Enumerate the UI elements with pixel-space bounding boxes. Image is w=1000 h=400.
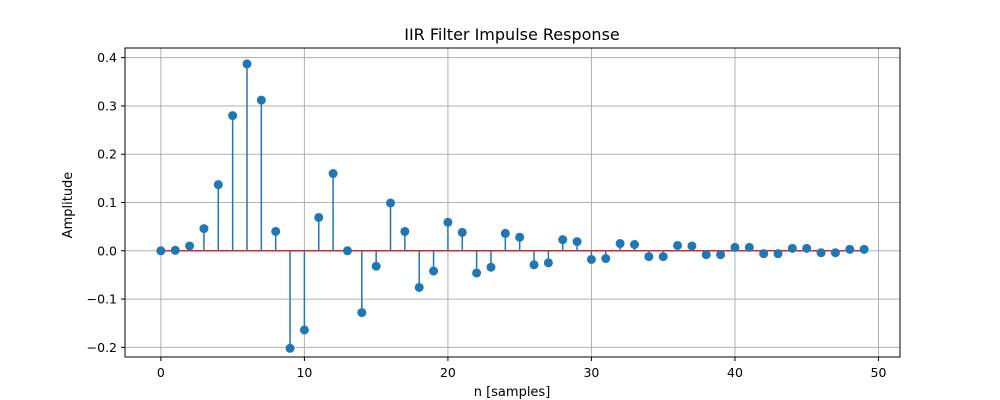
stem-marker xyxy=(400,226,410,236)
stem-marker xyxy=(787,243,797,253)
stem-marker xyxy=(644,252,654,262)
stem-marker xyxy=(845,244,855,254)
stem-marker xyxy=(730,242,740,252)
stem-marker xyxy=(558,235,568,245)
stem-marker xyxy=(429,266,439,276)
grid xyxy=(125,48,900,357)
stem-marker xyxy=(386,198,396,208)
stem-marker xyxy=(529,260,539,270)
stem-marker xyxy=(285,343,295,353)
stem-marker xyxy=(830,248,840,258)
stem-marker xyxy=(586,254,596,264)
stem-marker xyxy=(242,59,252,69)
stem-marker xyxy=(615,239,625,249)
x-tick-label: 20 xyxy=(440,365,456,380)
stem-marker xyxy=(228,111,238,121)
stem-marker xyxy=(744,242,754,252)
stem-marker xyxy=(328,169,338,179)
stem-marker xyxy=(170,245,180,255)
stem-marker xyxy=(673,240,683,250)
x-axis-label: n [samples] xyxy=(474,385,551,400)
stem-marker xyxy=(759,249,769,259)
y-tick-label: 0.0 xyxy=(97,243,117,258)
stem-marker xyxy=(658,252,668,262)
stem-marker xyxy=(199,224,209,234)
stem-marker xyxy=(773,249,783,259)
x-tick-label: 50 xyxy=(871,365,887,380)
y-tick-label: 0.2 xyxy=(97,147,117,162)
chart-title: IIR Filter Impulse Response xyxy=(404,25,620,44)
x-tick-label: 30 xyxy=(583,365,599,380)
stem-marker xyxy=(185,241,195,251)
stem-marker xyxy=(414,282,424,292)
stem-marker xyxy=(213,180,223,190)
stem-marker xyxy=(515,232,525,242)
stem-marker xyxy=(271,226,281,236)
stem-marker xyxy=(716,250,726,260)
y-tick-label: 0.3 xyxy=(97,98,117,113)
stem-marker xyxy=(859,244,869,254)
stem-series xyxy=(156,59,869,353)
stem-marker xyxy=(256,95,266,105)
stem-marker xyxy=(543,258,553,268)
stem-marker xyxy=(314,212,324,222)
stem-marker xyxy=(357,308,367,318)
stem-marker xyxy=(802,243,812,253)
stem-marker xyxy=(486,262,496,272)
stem-marker xyxy=(472,268,482,278)
stem-marker xyxy=(457,227,467,237)
x-tick-label: 40 xyxy=(727,365,743,380)
stem-marker xyxy=(342,246,352,256)
stem-marker xyxy=(572,237,582,247)
stem-marker xyxy=(443,217,453,227)
y-axis-label: Amplitude xyxy=(61,172,76,239)
stem-marker xyxy=(816,248,826,258)
x-tick-label: 0 xyxy=(157,365,165,380)
y-tick-label: 0.1 xyxy=(97,195,117,210)
x-axis: 0 10 20 30 40 50 xyxy=(157,357,887,380)
y-tick-label: 0.4 xyxy=(97,50,117,65)
stem-marker xyxy=(299,325,309,335)
y-tick-label: −0.1 xyxy=(87,292,117,307)
stem-marker xyxy=(156,246,166,256)
stem-marker xyxy=(601,254,611,264)
x-tick-label: 10 xyxy=(296,365,312,380)
y-tick-label: −0.2 xyxy=(87,340,117,355)
stem-marker xyxy=(371,261,381,271)
stem-marker xyxy=(629,240,639,250)
y-axis: −0.2 −0.1 0.0 0.1 0.2 0.3 0.4 xyxy=(87,50,125,355)
stem-marker xyxy=(701,250,711,260)
stem-marker xyxy=(687,241,697,251)
stem-marker xyxy=(500,228,510,238)
